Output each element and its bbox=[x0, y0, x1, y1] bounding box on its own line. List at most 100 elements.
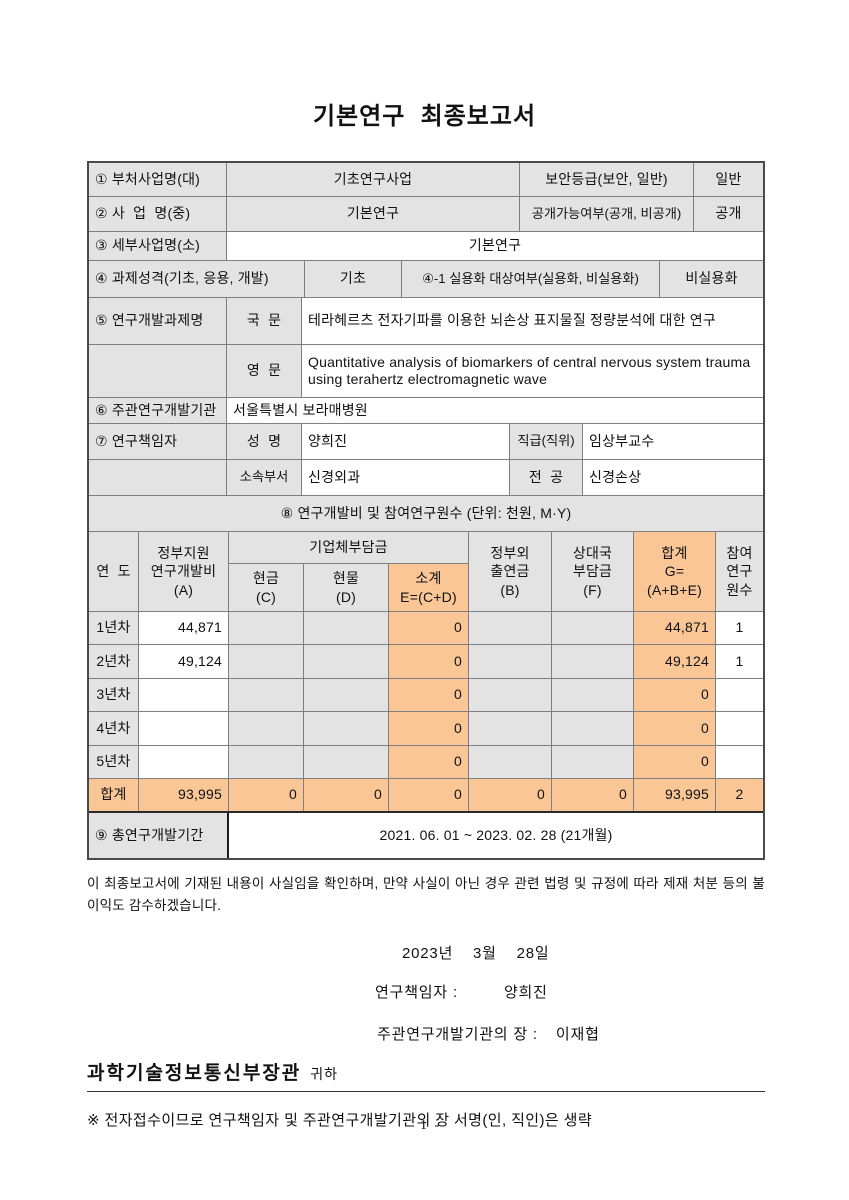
label-sub-program: ③ 세부사업명(소) bbox=[89, 232, 227, 260]
value-lead-institution: 서울특별시 보라매병원 bbox=[233, 401, 368, 418]
header-year: 연 도 bbox=[89, 532, 139, 611]
year-label: 2년차 bbox=[89, 645, 139, 678]
partner-value bbox=[552, 679, 634, 711]
year-label: 4년차 bbox=[89, 712, 139, 745]
electronic-submission-note: ※ 전자접수이므로 연구책임자 및 주관연구개발기관의 장 서명(인, 직인)은… bbox=[87, 1112, 593, 1130]
value-security-grade: 일반 bbox=[694, 163, 763, 196]
header-partner-fund: 상대국 부담금 (F) bbox=[552, 532, 634, 611]
label-lead-institution: ⑥ 주관연구개발기관 bbox=[89, 398, 227, 423]
inkind-total: 0 bbox=[304, 779, 389, 811]
value-total-period: 2021. 06. 01 ~ 2023. 02. 28 (21개월) bbox=[227, 813, 763, 858]
gov-fund-value bbox=[139, 746, 229, 778]
row-program-name: ② 사 업 명(중) 기본연구 공개가능여부(공개, 비공개) 공개 bbox=[89, 197, 763, 232]
pi-signature-label: 연구책임자 : bbox=[375, 984, 458, 1002]
subtotal-value: 0 bbox=[389, 679, 469, 711]
partner-value bbox=[552, 645, 634, 678]
nongov-total: 0 bbox=[469, 779, 552, 811]
row-pi-department: 소속부서 신경외과 전 공 신경손상 bbox=[89, 460, 763, 496]
budget-row-year3: 3년차 0 0 bbox=[89, 679, 763, 712]
value-title-english: Quantitative analysis of biomarkers of c… bbox=[308, 353, 755, 388]
cash-value bbox=[229, 746, 304, 778]
total-value: 0 bbox=[634, 712, 716, 745]
value-disclosure: 공개 bbox=[694, 197, 763, 231]
partner-value bbox=[552, 612, 634, 644]
value-pi-department: 신경외과 bbox=[302, 460, 510, 495]
row-total-period: ⑨ 총연구개발기간 2021. 06. 01 ~ 2023. 02. 28 (2… bbox=[89, 813, 763, 858]
header-company-group: 기업체부담금 현금 (C) 현물 (D) 소계 E=(C+D) bbox=[229, 532, 469, 611]
header-company-burden: 기업체부담금 bbox=[229, 532, 468, 564]
inkind-value bbox=[304, 712, 389, 745]
members-value: 1 bbox=[735, 619, 744, 636]
row-lead-institution: ⑥ 주관연구개발기관 서울특별시 보라매병원 bbox=[89, 398, 763, 424]
row-project-title-kr: ⑤ 연구개발과제명 국 문 테라헤르츠 전자기파를 이용한 뇌손상 표지물질 정… bbox=[89, 298, 763, 345]
inkind-value bbox=[304, 746, 389, 778]
label-pi-position: 직급(직위) bbox=[510, 424, 583, 459]
head-signature-line: 주관연구개발기관의 장 : 이재협 bbox=[377, 1023, 849, 1044]
value-project-type: 기초 bbox=[305, 261, 402, 297]
label-pi-name: 성 명 bbox=[227, 424, 302, 459]
nongov-value bbox=[469, 712, 552, 745]
cash-value bbox=[229, 712, 304, 745]
label-pi-department: 소속부서 bbox=[227, 460, 302, 495]
gov-fund-value: 49,124 bbox=[139, 645, 229, 678]
label-project-title-spacer bbox=[89, 345, 227, 397]
pi-signature-name: 양희진 bbox=[503, 984, 548, 1002]
members-value bbox=[716, 679, 763, 711]
label-project-title: ⑤ 연구개발과제명 bbox=[89, 298, 227, 344]
budget-row-year1: 1년차 44,871 0 44,871 1 bbox=[89, 612, 763, 645]
head-signature-name: 이재협 bbox=[555, 1026, 600, 1044]
row-ministry-program: ① 부처사업명(대) 기초연구사업 보안등급(보안, 일반) 일반 bbox=[89, 163, 763, 197]
gov-fund-value: 44,871 bbox=[139, 612, 229, 644]
declaration-text: 이 최종보고서에 기재된 내용이 사실임을 확인하며, 만약 사실이 아닌 경우… bbox=[87, 876, 765, 913]
header-total: 합계 G=(A+B+E) bbox=[634, 532, 716, 611]
header-subtotal: 소계 E=(C+D) bbox=[389, 564, 468, 611]
subtotal-value: 0 bbox=[389, 712, 469, 745]
label-principal-investigator: ⑦ 연구책임자 bbox=[89, 424, 227, 459]
label-pi-spacer bbox=[89, 460, 227, 495]
report-date: 2023년 3월 28일 bbox=[402, 945, 550, 963]
total-value: 44,871 bbox=[634, 612, 716, 644]
nongov-value bbox=[469, 645, 552, 678]
cash-total: 0 bbox=[229, 779, 304, 811]
value-pi-major: 신경손상 bbox=[589, 468, 642, 485]
budget-header-row: 연 도 정부지원 연구개발비 (A) 기업체부담금 현금 (C) 현물 (D) … bbox=[89, 532, 763, 612]
head-signature-label: 주관연구개발기관의 장 : bbox=[377, 1026, 538, 1044]
cash-value bbox=[229, 645, 304, 678]
header-nongov-fund: 정부외 출연금 (B) bbox=[469, 532, 552, 611]
label-title-english: 영 문 bbox=[227, 345, 302, 397]
label-commercialization: ④-1 실용화 대상여부(실용화, 비실용화) bbox=[402, 261, 660, 297]
label-project-type: ④ 과제성격(기초, 응용, 개발) bbox=[89, 261, 305, 297]
subtotal-value: 0 bbox=[389, 645, 469, 678]
label-security-grade: 보안등급(보안, 일반) bbox=[520, 163, 694, 196]
total-total: 93,995 bbox=[634, 779, 716, 811]
gov-fund-value bbox=[139, 712, 229, 745]
subtotal-total: 0 bbox=[389, 779, 469, 811]
partner-value bbox=[552, 712, 634, 745]
label-pi-major: 전 공 bbox=[510, 460, 583, 495]
budget-row-year5: 5년차 0 0 bbox=[89, 746, 763, 779]
page-number: - 1 - bbox=[407, 1118, 442, 1133]
subtotal-value: 0 bbox=[389, 612, 469, 644]
total-value: 49,124 bbox=[634, 645, 716, 678]
header-inkind: 현물 (D) bbox=[304, 564, 389, 611]
inkind-value bbox=[304, 679, 389, 711]
total-value: 0 bbox=[634, 746, 716, 778]
value-commercialization: 비실용화 bbox=[660, 261, 763, 297]
label-title-korean: 국 문 bbox=[227, 298, 302, 344]
members-total: 2 bbox=[716, 779, 763, 811]
nongov-value bbox=[469, 746, 552, 778]
value-program-name: 기본연구 bbox=[227, 197, 520, 231]
cash-value bbox=[229, 612, 304, 644]
members-value bbox=[716, 746, 763, 778]
gov-fund-value bbox=[139, 679, 229, 711]
label-program-name: ② 사 업 명(중) bbox=[89, 197, 227, 231]
row-project-title-en: 영 문 Quantitative analysis of biomarkers … bbox=[89, 345, 763, 398]
subtotal-value: 0 bbox=[389, 746, 469, 778]
addressee-minister: 과학기술정보통신부장관 bbox=[87, 1063, 302, 1085]
inkind-value bbox=[304, 645, 389, 678]
value-pi-name: 양희진 bbox=[302, 424, 510, 459]
addressee-line: 과학기술정보통신부장관 귀하 bbox=[87, 1058, 765, 1093]
header-members: 참여 연구원수 bbox=[716, 532, 763, 611]
row-pi-name: ⑦ 연구책임자 성 명 양희진 직급(직위) 임상부교수 bbox=[89, 424, 763, 460]
members-value: 1 bbox=[735, 652, 744, 669]
